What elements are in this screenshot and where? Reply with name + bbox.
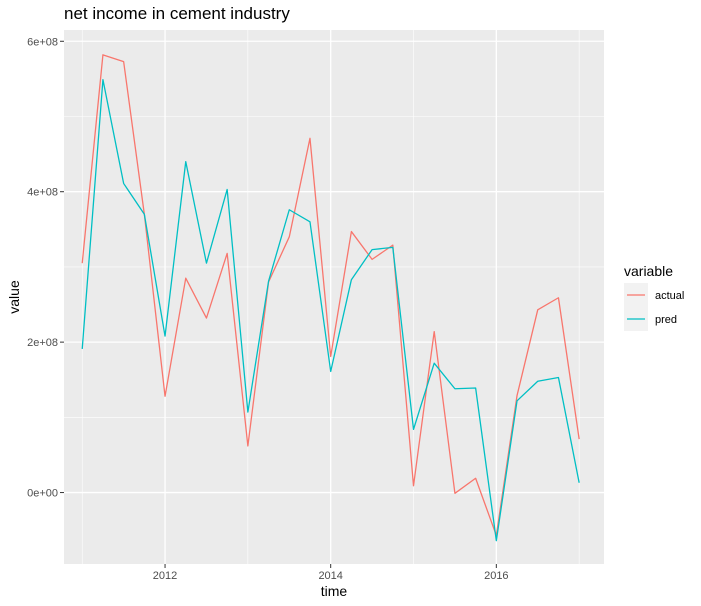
legend: variable actual pred bbox=[624, 263, 684, 331]
x-tick-label: 2012 bbox=[153, 570, 177, 582]
y-tick-label: 4e+08 bbox=[27, 187, 58, 199]
y-tick-label: 2e+08 bbox=[27, 337, 58, 349]
legend-label-pred: pred bbox=[655, 314, 677, 326]
plot-panel bbox=[64, 30, 604, 564]
x-axis-title: time bbox=[321, 583, 348, 599]
chart-title: net income in cement industry bbox=[64, 4, 290, 23]
y-axis: 0e+00 2e+08 4e+08 6e+08 bbox=[27, 36, 64, 500]
legend-title: variable bbox=[624, 263, 673, 279]
x-axis: 2012 2014 2016 bbox=[153, 564, 509, 582]
y-tick-label: 6e+08 bbox=[27, 36, 58, 48]
series-line-actual bbox=[81, 54, 580, 537]
x-tick-label: 2014 bbox=[318, 570, 342, 582]
legend-label-actual: actual bbox=[655, 290, 684, 302]
series-layer bbox=[81, 54, 580, 542]
y-tick-label: 0e+00 bbox=[27, 488, 58, 500]
grid-minor bbox=[64, 30, 604, 564]
grid-major bbox=[64, 30, 604, 564]
x-tick-label: 2016 bbox=[484, 570, 508, 582]
series-line-pred bbox=[81, 78, 580, 542]
y-axis-title: value bbox=[6, 280, 22, 314]
